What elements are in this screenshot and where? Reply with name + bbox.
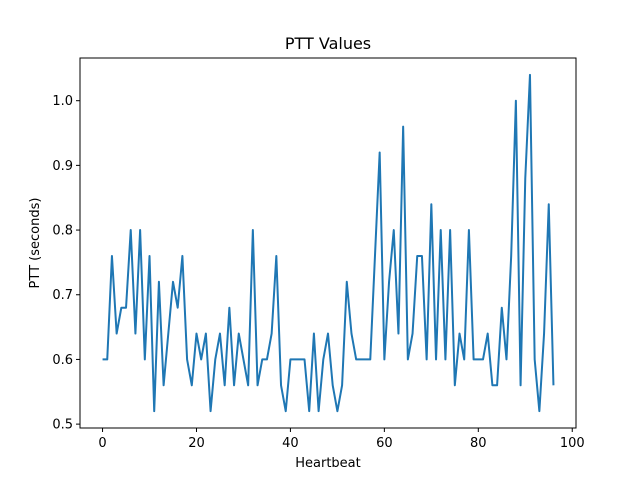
ptt-series-line [102,73,555,413]
y-tick-label: 0.7 [52,288,73,303]
x-tick-label: 40 [282,436,299,451]
plot-area [79,57,577,429]
x-axis-title: Heartbeat [295,456,361,471]
y-tick-label: 1.0 [52,94,73,109]
plot-frame [79,57,577,429]
x-tick-label: 20 [188,436,205,451]
plot-background [80,58,576,428]
x-tick-label: 80 [470,436,487,451]
x-tick-label: 60 [376,436,393,451]
y-tick-label: 0.5 [52,418,73,433]
y-axis-title: PTT (seconds) [28,198,43,289]
y-tick-label: 0.8 [52,224,73,239]
x-axis: 0 20 40 60 80 100 [98,428,585,451]
y-tick-label: 0.6 [52,353,73,368]
y-axis: 0.5 0.6 0.7 0.8 0.9 1.0 [52,94,80,433]
y-tick-label: 0.9 [52,159,73,174]
x-tick-label: 100 [560,436,585,451]
chart-title: PTT Values [285,34,371,53]
x-tick-label: 0 [98,436,106,451]
